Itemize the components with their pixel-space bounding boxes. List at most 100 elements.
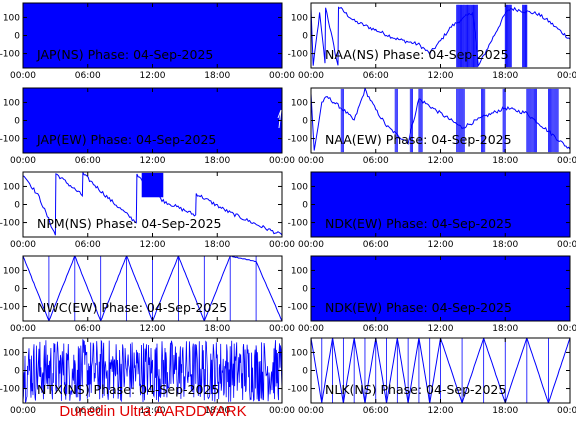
y-tick-label: 0: [302, 285, 308, 295]
panel-title: NPM(NS) Phase: 04-Sep-2025: [37, 216, 222, 231]
x-tick-label: 00:00: [557, 406, 576, 416]
trace-group: [23, 256, 282, 321]
busy-band: [141, 172, 164, 198]
trace-group: [311, 338, 570, 403]
y-tick-label: -100: [288, 50, 309, 60]
y-tick-label: 100: [3, 13, 20, 23]
panel-title: NDK(EW) Phase: 04-Sep-2025: [325, 216, 512, 231]
x-tick-label: 00:00: [298, 324, 324, 334]
dense-trace: [311, 256, 570, 321]
x-tick-label: 18:00: [204, 240, 230, 250]
phase-trace: [23, 256, 282, 321]
x-tick-label: 06:00: [75, 240, 101, 250]
x-tick-label: 12:00: [140, 406, 166, 416]
panel-title: NTX(NS) Phase: 04-Sep-2025: [37, 382, 219, 397]
x-tick-label: 00:00: [557, 240, 576, 250]
y-tick-label: -100: [288, 303, 309, 313]
x-tick-label: 18:00: [204, 324, 230, 334]
y-tick-label: 100: [3, 182, 20, 192]
x-tick-label: 06:00: [75, 324, 101, 334]
y-tick-label: -100: [0, 135, 20, 145]
y-tick-label: -100: [288, 385, 309, 395]
y-tick-label: 0: [14, 367, 20, 377]
y-tick-label: 0: [14, 201, 20, 211]
panel-10: 1000-10000:0006:0012:0018:0000:00NLK(NS)…: [288, 337, 576, 416]
x-tick-label: 12:00: [140, 240, 166, 250]
panel-title: NDK(EW) Phase: 04-Sep-2025: [325, 300, 512, 315]
y-tick-label: -100: [288, 219, 309, 229]
x-tick-label: 00:00: [557, 156, 576, 166]
trace-group: [23, 88, 282, 153]
x-tick-label: 00:00: [269, 71, 295, 81]
y-tick-label: 0: [14, 117, 20, 127]
trace-group: [23, 3, 282, 68]
y-tick-label: 0: [14, 32, 20, 42]
panel-2: 1000-10000:0006:0012:0018:0000:00NAA(NS)…: [288, 2, 576, 81]
y-tick-label: -100: [0, 50, 20, 60]
y-tick-label: -100: [0, 219, 20, 229]
x-tick-label: 12:00: [140, 71, 166, 81]
x-tick-label: 00:00: [269, 240, 295, 250]
panel-title: NAA(NS) Phase: 04-Sep-2025: [325, 47, 509, 62]
y-tick-label: 100: [3, 98, 20, 108]
x-tick-label: 12:00: [428, 240, 454, 250]
x-tick-label: 00:00: [269, 406, 295, 416]
x-tick-label: 00:00: [557, 324, 576, 334]
trace-group: [311, 256, 570, 321]
x-tick-label: 06:00: [75, 406, 101, 416]
x-tick-label: 18:00: [492, 156, 518, 166]
x-tick-label: 18:00: [492, 406, 518, 416]
x-tick-label: 06:00: [363, 156, 389, 166]
y-tick-label: 0: [14, 285, 20, 295]
x-tick-label: 06:00: [75, 71, 101, 81]
x-tick-label: 18:00: [492, 71, 518, 81]
x-tick-label: 00:00: [298, 240, 324, 250]
x-tick-label: 06:00: [363, 71, 389, 81]
y-tick-label: 100: [291, 182, 308, 192]
trace-group: [311, 172, 570, 237]
trace-group: [311, 88, 570, 153]
y-tick-label: 100: [291, 266, 308, 276]
y-tick-label: 100: [3, 348, 20, 358]
panel-8: 1000-10000:0006:0012:0018:0000:00NDK(EW)…: [288, 255, 576, 334]
x-tick-label: 00:00: [10, 156, 36, 166]
x-tick-label: 18:00: [492, 240, 518, 250]
panel-title: NWC(EW) Phase: 04-Sep-2025: [37, 300, 227, 315]
trace-group: [23, 339, 282, 403]
panel-title: JAP(NS) Phase: 04-Sep-2025: [36, 47, 213, 62]
x-tick-label: 00:00: [10, 240, 36, 250]
y-tick-label: -100: [0, 385, 20, 395]
x-tick-label: 12:00: [428, 324, 454, 334]
y-tick-label: 100: [291, 348, 308, 358]
x-tick-label: 12:00: [140, 324, 166, 334]
x-tick-label: 18:00: [204, 156, 230, 166]
y-tick-label: -100: [288, 135, 309, 145]
x-tick-label: 12:00: [140, 156, 166, 166]
x-tick-label: 12:00: [428, 406, 454, 416]
x-tick-label: 00:00: [298, 406, 324, 416]
dense-trace: [23, 3, 282, 68]
x-tick-label: 00:00: [298, 71, 324, 81]
panel-4: 1000-10000:0006:0012:0018:0000:00NAA(EW)…: [288, 87, 576, 166]
x-tick-label: 18:00: [204, 406, 230, 416]
dense-trace: [23, 88, 282, 153]
x-tick-label: 12:00: [428, 71, 454, 81]
x-tick-label: 12:00: [428, 156, 454, 166]
trace-group: [311, 4, 570, 68]
x-tick-label: 00:00: [557, 71, 576, 81]
x-tick-label: 00:00: [10, 71, 36, 81]
noise-trace: [23, 339, 282, 403]
y-tick-label: 100: [291, 13, 308, 23]
y-tick-label: 0: [302, 367, 308, 377]
x-tick-label: 18:00: [204, 71, 230, 81]
x-tick-label: 06:00: [363, 240, 389, 250]
panel-title: JAP(EW) Phase: 04-Sep-2025: [36, 132, 216, 147]
y-tick-label: 0: [302, 201, 308, 211]
y-tick-label: -100: [0, 303, 20, 313]
